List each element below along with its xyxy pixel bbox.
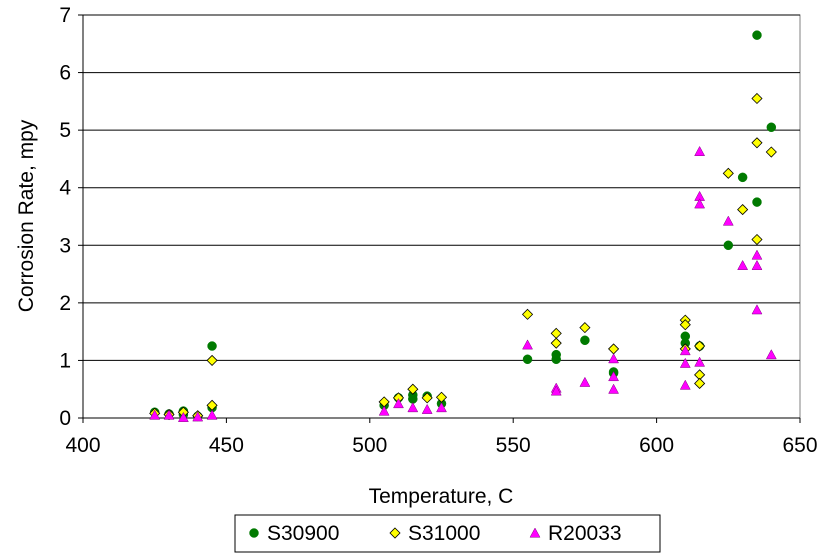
x-tick-label: 550 bbox=[496, 434, 531, 457]
data-point bbox=[679, 319, 691, 331]
data-point bbox=[436, 402, 447, 413]
data-point bbox=[694, 145, 706, 156]
data-point bbox=[694, 198, 706, 209]
axes bbox=[78, 14, 801, 423]
data-point bbox=[149, 409, 161, 420]
x-tick-label: 450 bbox=[209, 434, 244, 457]
data-point bbox=[722, 215, 734, 226]
data-point bbox=[765, 146, 777, 158]
data-point bbox=[679, 345, 691, 356]
data-point bbox=[751, 233, 763, 246]
y-tick-label: 4 bbox=[59, 177, 71, 200]
data-point bbox=[765, 349, 777, 360]
data-point bbox=[752, 30, 762, 40]
legend-marker bbox=[249, 528, 259, 538]
data-point bbox=[407, 402, 419, 413]
legend-item: S30900 bbox=[249, 522, 339, 545]
data-point bbox=[378, 405, 390, 416]
y-axis-title: Corrosion Rate, mpy bbox=[15, 119, 38, 312]
data-point bbox=[751, 92, 763, 105]
data-point bbox=[206, 354, 218, 366]
legend-label: S31000 bbox=[408, 522, 480, 545]
data-point bbox=[550, 385, 562, 396]
data-point bbox=[751, 137, 763, 149]
legend-item: S31000 bbox=[389, 522, 480, 545]
data-point bbox=[421, 392, 433, 404]
data-point bbox=[608, 371, 619, 382]
x-tick-label: 650 bbox=[782, 434, 817, 457]
data-point bbox=[421, 403, 433, 414]
series-R20033 bbox=[149, 145, 777, 422]
data-point bbox=[679, 379, 691, 390]
data-point bbox=[722, 167, 734, 179]
data-point bbox=[694, 340, 706, 352]
legend-marker bbox=[389, 527, 401, 539]
y-tick-label: 3 bbox=[59, 234, 71, 257]
x-tick-label: 500 bbox=[352, 434, 387, 457]
data-point bbox=[579, 376, 591, 387]
data-point bbox=[163, 409, 175, 420]
legend-box bbox=[234, 514, 661, 553]
legend-label: S30900 bbox=[267, 522, 339, 545]
x-tick-label: 400 bbox=[65, 434, 100, 457]
y-tick-label: 6 bbox=[59, 62, 71, 85]
gridlines bbox=[83, 14, 800, 361]
legend-marker bbox=[529, 527, 541, 538]
data-point bbox=[551, 354, 561, 365]
y-tick-label: 2 bbox=[59, 292, 71, 315]
data-point bbox=[694, 356, 706, 367]
data-points bbox=[149, 30, 777, 422]
legend-items: S30900 S31000 R20033 bbox=[249, 522, 622, 545]
data-point bbox=[407, 383, 419, 395]
data-point bbox=[751, 304, 763, 315]
data-point bbox=[521, 308, 534, 320]
data-point bbox=[206, 409, 218, 420]
legend-item: R20033 bbox=[529, 522, 622, 545]
data-point bbox=[550, 337, 562, 349]
data-point bbox=[694, 377, 706, 390]
data-point bbox=[737, 172, 748, 183]
tick-labels: 0 1 2 3 4 5 6 7 400 450 500 550 600 650 bbox=[59, 4, 817, 457]
data-point bbox=[723, 240, 734, 251]
data-point bbox=[393, 398, 404, 409]
legend-label: R20033 bbox=[548, 522, 622, 545]
data-point bbox=[751, 249, 763, 260]
data-point bbox=[737, 259, 749, 270]
data-point bbox=[752, 197, 762, 207]
x-axis-title: Temperature, C bbox=[369, 485, 514, 508]
y-tick-label: 5 bbox=[59, 119, 71, 142]
y-tick-label: 1 bbox=[59, 349, 71, 372]
data-point bbox=[579, 322, 591, 334]
data-point bbox=[737, 204, 749, 216]
y-tick-label: 7 bbox=[59, 4, 71, 27]
legend: S30900 S31000 R20033 bbox=[234, 514, 661, 553]
data-point bbox=[766, 122, 777, 133]
data-point bbox=[751, 259, 763, 270]
data-point bbox=[580, 335, 590, 346]
data-point bbox=[522, 354, 533, 365]
data-point bbox=[207, 341, 217, 351]
y-tick-label: 0 bbox=[59, 407, 71, 430]
data-point bbox=[522, 339, 533, 350]
data-point bbox=[679, 357, 691, 368]
data-point bbox=[192, 411, 204, 422]
data-point bbox=[608, 353, 619, 364]
data-point bbox=[608, 383, 619, 394]
data-point bbox=[177, 411, 189, 422]
x-tick-label: 600 bbox=[639, 434, 674, 457]
plot-area bbox=[82, 14, 801, 419]
